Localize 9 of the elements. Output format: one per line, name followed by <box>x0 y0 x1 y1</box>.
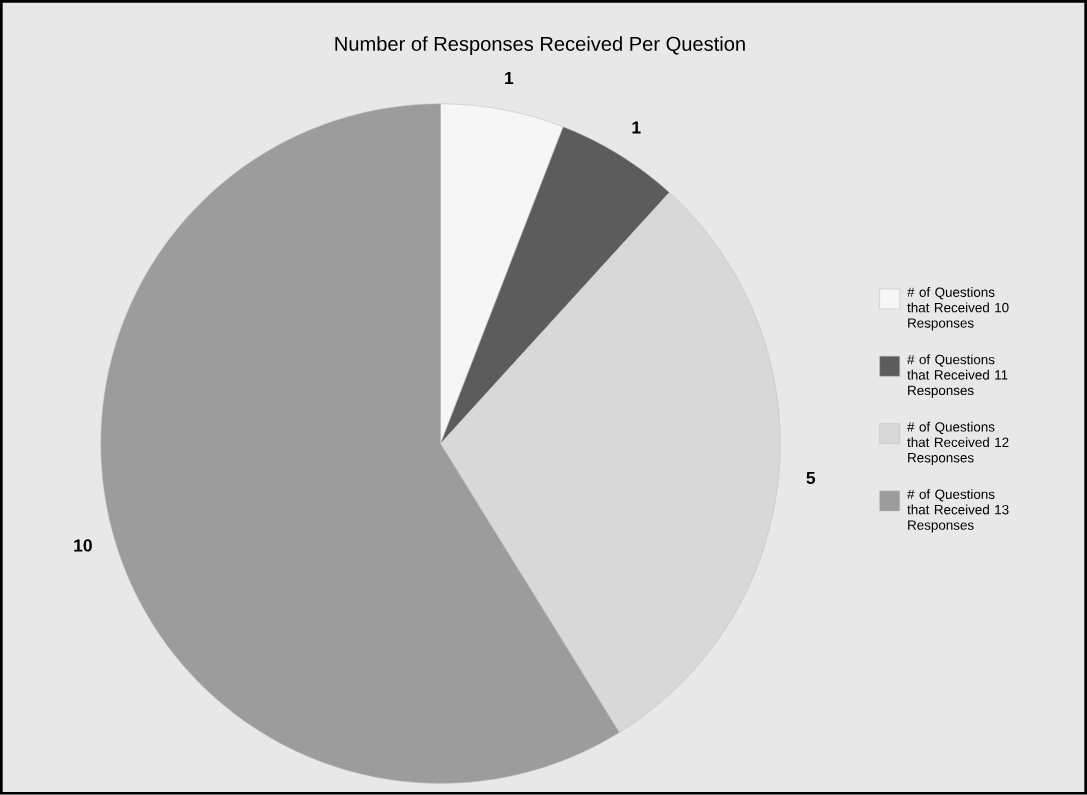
data-label: 1 <box>632 121 641 134</box>
legend-label: # of Questions that Received 12 Responses <box>907 421 1009 466</box>
legend-label: # of Questions that Received 11 Responses <box>907 354 1008 398</box>
chart-title: Number of Responses Received Per Question <box>335 36 745 56</box>
data-label: 10 <box>74 539 92 552</box>
legend-label: # of Questions that Received 10 Responses <box>907 287 1009 331</box>
data-label: 1 <box>505 72 514 85</box>
legend-label: # of Questions that Received 13 Responses <box>907 489 1009 533</box>
data-label: 5 <box>806 471 816 485</box>
